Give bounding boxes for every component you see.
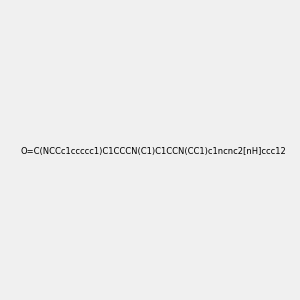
Text: O=C(NCCc1ccccc1)C1CCCN(C1)C1CCN(CC1)c1ncnc2[nH]ccc12: O=C(NCCc1ccccc1)C1CCCN(C1)C1CCN(CC1)c1nc… <box>21 147 286 156</box>
